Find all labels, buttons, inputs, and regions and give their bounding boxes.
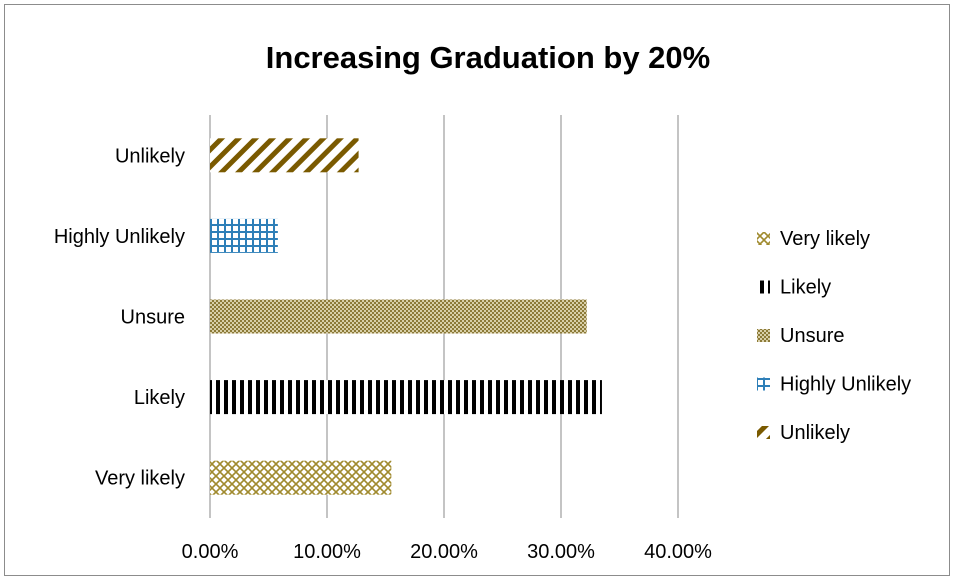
x-tick-label: 20.00% <box>410 541 478 563</box>
legend: Very likely Likely Unsure Highly Unlikely Un… <box>757 228 911 444</box>
category-label-unsure: Unsure <box>121 307 185 329</box>
bar-unsure <box>210 299 587 334</box>
legend-label-unsure: Unsure <box>780 325 844 347</box>
legend-swatch-unsure <box>757 329 770 342</box>
category-label-highly-unlikely: Highly Unlikely <box>54 226 185 248</box>
chart-frame <box>4 4 950 576</box>
legend-label-likely: Likely <box>780 277 831 299</box>
bar-likely <box>210 380 602 415</box>
chart-title: Increasing Graduation by 20% <box>266 40 710 75</box>
legend-swatch-likely <box>757 280 770 294</box>
legend-label-highly-unlikely: Highly Unlikely <box>780 374 911 396</box>
bar-very-likely <box>210 460 392 495</box>
bars <box>210 138 602 495</box>
category-labels: Very likely Likely Unsure Highly Unlikely Un… <box>54 145 185 489</box>
x-tick-label: 10.00% <box>293 541 361 563</box>
x-tick-label: 30.00% <box>527 541 595 563</box>
x-tick-label: 40.00% <box>644 541 712 563</box>
category-label-very-likely: Very likely <box>95 468 185 490</box>
x-tick-label: 0.00% <box>182 541 239 563</box>
legend-swatch-unlikely <box>757 426 770 439</box>
category-label-unlikely: Unlikely <box>115 145 185 167</box>
category-label-likely: Likely <box>134 387 185 409</box>
legend-label-unlikely: Unlikely <box>780 422 850 444</box>
legend-label-very-likely: Very likely <box>780 228 870 250</box>
legend-swatch-very-likely <box>757 232 770 245</box>
legend-swatch-highly-unlikely <box>757 377 770 391</box>
bar-highly-unlikely <box>210 218 278 253</box>
bar-unlikely <box>210 138 359 173</box>
x-tick-labels: 0.00% 10.00% 20.00% 30.00% 40.00% <box>182 541 712 563</box>
